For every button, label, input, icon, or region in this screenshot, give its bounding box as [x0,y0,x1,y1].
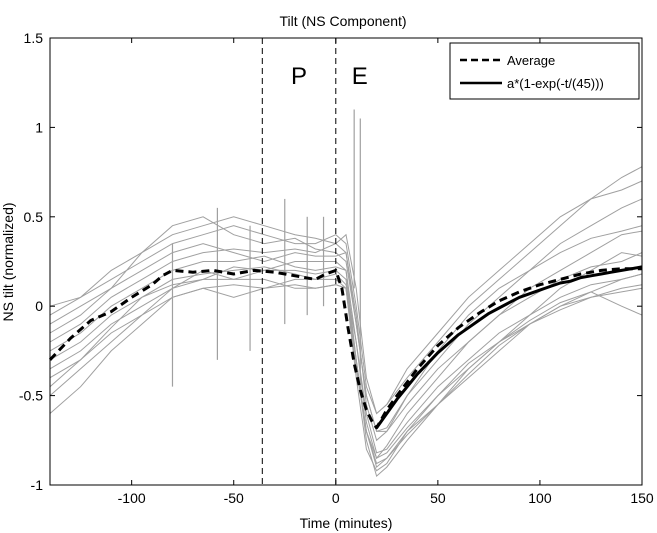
x-tick-label: 0 [332,490,340,506]
individual-trace-10 [49,266,643,459]
series-line-fit [375,265,643,429]
legend-box [449,42,640,100]
individual-trace-7 [49,180,643,415]
y-tick-label: -1 [31,477,44,493]
individual-trace-11 [49,216,643,442]
legend-fit-label: a*(1-exp(-t/(45))) [507,76,604,91]
legend: Average a*(1-exp(-t/(45))) [449,42,640,100]
x-tick-label: -50 [224,490,244,506]
y-tick-label: 0.5 [24,209,44,225]
individual-traces [49,166,643,477]
trace-spikes [171,109,361,396]
y-tick-label: 1.5 [24,30,44,46]
plot-frame [49,37,643,486]
x-axis-label: Time (minutes) [300,515,393,531]
phase-label-p: P [291,63,307,90]
x-tick-label: 50 [430,490,446,506]
individual-trace-6 [49,252,643,460]
chart-title: Tilt (NS Component) [279,13,406,29]
legend-average-label: Average [507,53,555,68]
phase-label-e: E [352,63,368,90]
x-tick-label: 100 [528,490,552,506]
series-group [48,265,643,430]
axes: -100 -50 0 50 100 150 -1 -0.5 0 0.5 1 1.5 [19,30,654,506]
x-tick-label: -100 [118,490,146,506]
individual-trace-12 [49,273,643,465]
y-tick-label: 0 [35,298,43,314]
x-tick-label: 150 [630,490,654,506]
y-axis-label: NS tilt (normalized) [0,202,16,321]
y-tick-label: 1 [35,119,43,135]
y-tick-label: -0.5 [19,388,43,404]
series-line-average [48,267,642,430]
individual-trace-8 [49,284,643,472]
